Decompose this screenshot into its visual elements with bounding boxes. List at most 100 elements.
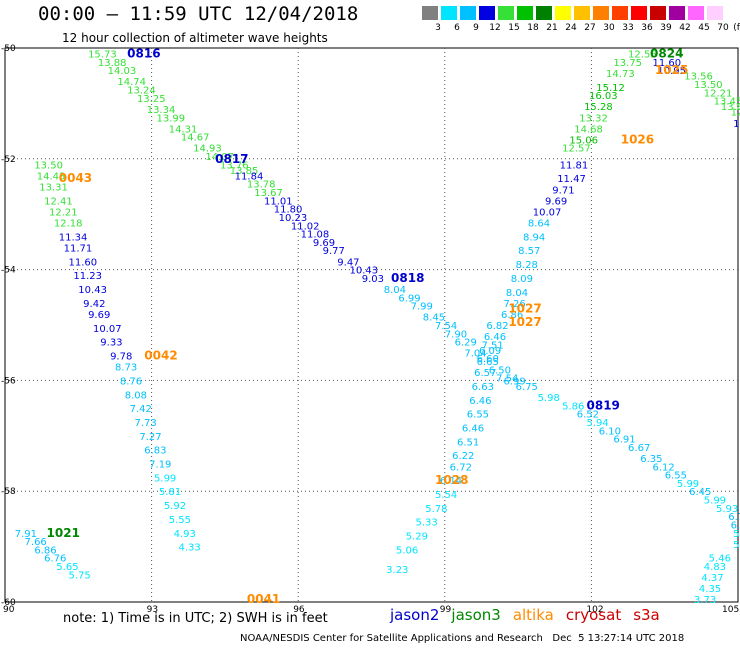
wave-height-point: 5.06	[396, 545, 418, 556]
wave-height-point: 6.76	[44, 554, 66, 565]
wave-height-point: 13.45	[714, 97, 740, 108]
chart-subtitle: 12 hour collection of altimeter wave hei…	[62, 31, 328, 45]
wave-height-point: 7.54	[496, 374, 518, 385]
wave-height-point: 6.65	[477, 357, 499, 368]
wave-height-point: 11.23	[73, 271, 102, 282]
wave-height-point: 11.60	[69, 257, 98, 268]
color-scale-label: 24	[565, 23, 577, 33]
wave-height-point: 9.78	[110, 351, 132, 362]
legend-item: s3a	[633, 606, 660, 624]
wave-height-point: 7.19	[149, 460, 171, 471]
satellite-legend: jason2 jason3 altika cryosat s3a	[390, 606, 672, 624]
pass-time-label: 1026	[621, 132, 654, 146]
wave-height-point: 6.55	[665, 471, 687, 482]
color-scale-label: 27	[584, 23, 596, 33]
color-scale-label: 3	[435, 23, 441, 33]
wave-height-point: 14.43	[37, 171, 66, 182]
wave-height-point: 10.07	[533, 207, 562, 218]
color-swatch	[669, 6, 685, 20]
wave-height-point: 5.7	[733, 529, 740, 540]
wave-height-point: 11.81	[560, 160, 589, 171]
wave-height-point: 5.54	[435, 490, 457, 501]
wave-height-point: 5.78	[425, 504, 447, 515]
pass-time-label: 0824	[650, 47, 683, 61]
wave-height-point: 6.50	[489, 365, 511, 376]
wave-height-point: 6.60	[477, 354, 499, 365]
wave-height-point: 8.04	[506, 288, 528, 299]
wave-height-point: 6.82	[486, 321, 508, 332]
color-swatch	[707, 6, 723, 20]
wave-height-point: 9.77	[323, 246, 345, 257]
wave-height-point: 4.33	[178, 543, 200, 554]
wave-height-point: 13.50	[694, 80, 723, 91]
wave-height-point: 8.28	[516, 260, 538, 271]
wave-height-point: 11.80	[274, 205, 303, 216]
wave-height-point: 13.99	[156, 113, 185, 124]
legend-item: jason2	[390, 606, 440, 624]
wave-height-point: 11.84	[235, 171, 264, 182]
wave-height-point: 8.57	[518, 246, 540, 257]
wave-height-point: 13.75	[613, 58, 642, 69]
pass-time-label: 0043	[59, 171, 92, 185]
color-swatch	[422, 6, 438, 20]
wave-height-point: 5.46	[709, 554, 731, 565]
x-tick-label: 90	[3, 605, 15, 615]
wave-height-point: 7.42	[130, 404, 152, 415]
wave-height-point: 12.46	[731, 108, 740, 119]
color-swatch	[593, 6, 609, 20]
color-swatch	[479, 6, 495, 20]
wave-height-point: 6.12	[652, 462, 674, 473]
wave-height-point: 5.99	[154, 473, 176, 484]
color-scale-label: 9	[473, 23, 479, 33]
wave-height-point: 7.66	[25, 537, 47, 548]
wave-height-point: 5.33	[415, 518, 437, 529]
wave-height-point: 16.03	[589, 91, 618, 102]
wave-height-point: 6.55	[467, 410, 489, 421]
wave-height-point: 11.47	[557, 174, 586, 185]
color-scale-label: 42	[679, 23, 691, 33]
y-tick-label: -50	[1, 44, 16, 54]
wave-height-point: 7.26	[503, 299, 525, 310]
wave-height-point: 8.09	[511, 274, 533, 285]
pass-time-label: 0041	[247, 592, 280, 606]
legend-item: cryosat	[565, 606, 622, 624]
wave-height-point: 6.83	[144, 446, 166, 457]
wave-height-point: 15.28	[584, 102, 613, 113]
legend-item: jason3	[451, 606, 501, 624]
wave-height-point: 11.71	[64, 243, 93, 254]
wave-height-point: 13.67	[254, 188, 283, 199]
wave-height-point: 13.56	[684, 72, 713, 83]
color-swatch	[688, 6, 704, 20]
wave-height-point: 5.99	[704, 496, 726, 507]
wave-height-point: 14.31	[169, 124, 198, 135]
wave-height-point: 5.81	[159, 487, 181, 498]
wave-height-point: 6.63	[472, 382, 494, 393]
y-tick-label: -58	[1, 487, 16, 497]
wave-height-point: 3.73	[694, 595, 716, 606]
wave-height-point: 6.45	[689, 487, 711, 498]
color-scale-label: 18	[527, 23, 539, 33]
wave-height-point: 8.64	[528, 219, 550, 230]
wave-height-point: 13.24	[127, 86, 156, 97]
wave-height-point: 6.51	[457, 437, 479, 448]
wave-height-point: 13.87	[721, 102, 740, 113]
wave-height-point: 12.21	[704, 88, 733, 99]
wave-height-point: 5.75	[69, 570, 91, 581]
wave-height-point: 12.18	[54, 219, 83, 230]
wave-height-point: 5.65	[56, 562, 78, 573]
wave-height-point: 12.41	[44, 196, 73, 207]
wave-height-point: 14.67	[181, 133, 210, 144]
wave-height-point: 6.99	[398, 293, 420, 304]
wave-height-point: 6.35	[640, 454, 662, 465]
color-scale-label: 21	[546, 23, 558, 33]
x-tick-label: 96	[293, 605, 305, 615]
wave-height-point: 13.78	[247, 180, 276, 191]
wave-height-point: 6.57	[474, 368, 496, 379]
wave-height-point: 12.21	[49, 207, 78, 218]
wave-height-point: 6.52	[577, 410, 599, 421]
wave-height-point: 3.23	[386, 565, 408, 576]
wave-height-point: 9.47	[337, 257, 359, 268]
wave-height-point: 13.85	[230, 166, 259, 177]
